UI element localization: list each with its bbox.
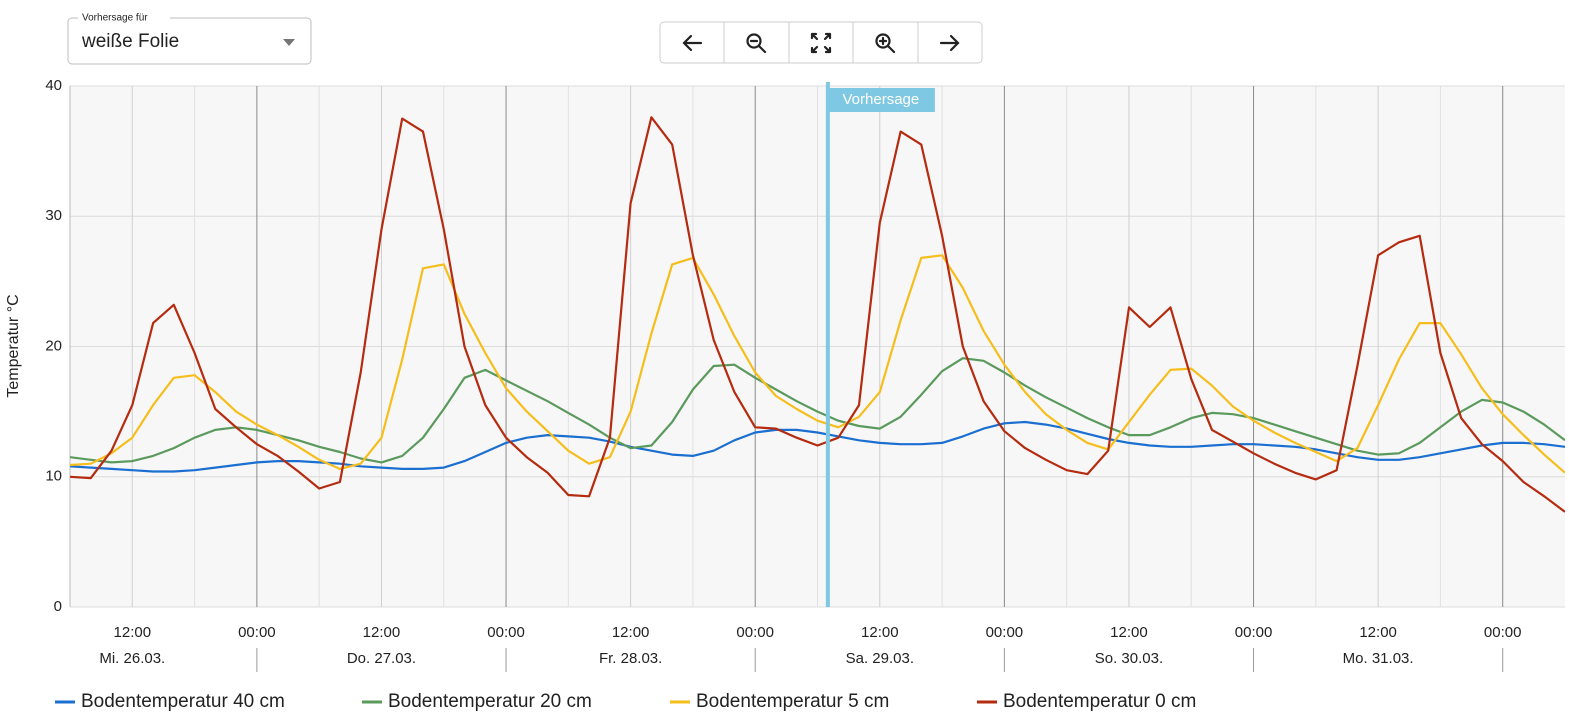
y-tick-label: 30 (45, 207, 62, 224)
forecast-label: Vorhersage (843, 91, 920, 108)
series-line (70, 254, 1565, 474)
fit-button[interactable] (790, 23, 852, 62)
zoom-in-button[interactable] (854, 23, 917, 62)
day-label: Mi. 26.03. (99, 650, 165, 667)
x-tick-label: 12:00 (861, 624, 899, 641)
select-label-bg (78, 12, 170, 24)
x-tick-label: 00:00 (736, 624, 774, 641)
legend-label: Bodentemperatur 0 cm (1003, 691, 1196, 712)
legend-label: Bodentemperatur 20 cm (388, 691, 592, 712)
x-tick-label: 12:00 (1359, 624, 1397, 641)
overlay: 0 10 20 30 40 12:00 00:00 12:00 00:00 12:00 00:00 1… (45, 77, 1521, 712)
pan-right-button[interactable] (919, 23, 981, 62)
legend-label: Bodentemperatur 40 cm (81, 691, 285, 712)
y-tick-label: 0 (54, 598, 62, 615)
select-value[interactable]: weiße Folie (81, 31, 179, 52)
x-tick-label: 12:00 (363, 624, 401, 641)
y-tick-label: 20 (45, 337, 62, 354)
grid (69, 85, 1565, 608)
series-line (70, 116, 1565, 513)
select-box[interactable] (67, 17, 312, 65)
pan-left-button[interactable] (661, 23, 723, 62)
x-tick-label: 12:00 (114, 624, 152, 641)
forecast-label-bg (827, 88, 935, 112)
zoom-out-button[interactable] (725, 23, 788, 62)
y-tick-label: 10 (45, 468, 62, 485)
series-lines (70, 116, 1565, 513)
y-axis-label: Temperatur °C (5, 294, 22, 397)
toolbar-frame (659, 21, 983, 64)
legend-label: Bodentemperatur 5 cm (696, 691, 889, 712)
day-label: Mo. 31.03. (1343, 650, 1414, 667)
day-label: Do. 27.03. (347, 650, 416, 667)
x-tick-label: 00:00 (986, 624, 1024, 641)
dropdown-arrow[interactable] (283, 39, 295, 46)
y-tick-label: 40 (45, 77, 62, 94)
day-label: Fr. 28.03. (599, 650, 662, 667)
x-tick-label: 00:00 (1484, 624, 1522, 641)
toolbar (659, 21, 983, 64)
x-tick-label: 00:00 (238, 624, 276, 641)
select-label: Vorhersage für (82, 13, 148, 24)
day-label: So. 30.03. (1095, 650, 1163, 667)
x-tick-label: 00:00 (1235, 624, 1273, 641)
series-line (70, 420, 1565, 473)
x-tick-label: 12:00 (1110, 624, 1148, 641)
series-line (70, 357, 1565, 464)
forecast-select[interactable]: Vorhersage für weiße Folie (67, 12, 312, 65)
x-tick-label: 00:00 (487, 624, 525, 641)
x-tick-label: 12:00 (612, 624, 650, 641)
day-label: Sa. 29.03. (846, 650, 914, 667)
toolbar-dividers (723, 21, 919, 64)
